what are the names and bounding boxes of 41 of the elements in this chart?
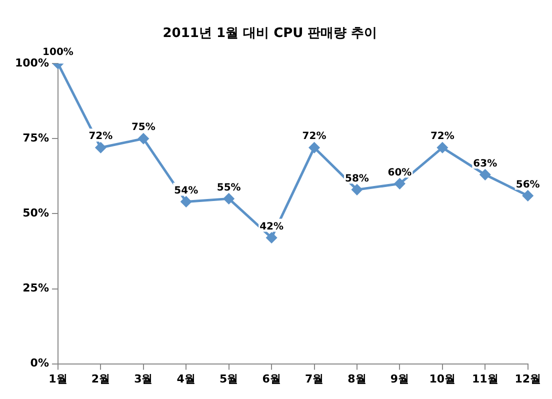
point (352, 184, 362, 195)
y-tick-label: 50% (22, 206, 49, 220)
point (95, 142, 106, 153)
point (522, 190, 534, 201)
text: 72% (88, 131, 113, 142)
text: 54% (174, 185, 198, 196)
x-tick-label: 2월 (91, 372, 110, 386)
x-tick-label: 1월 (48, 372, 68, 386)
x-tick-label: 6월 (262, 372, 281, 386)
x-tick-label: 12월 (514, 372, 541, 386)
x-tick-label: 3월 (134, 372, 153, 386)
point (394, 178, 405, 189)
point (138, 133, 149, 144)
point (309, 142, 320, 153)
point (180, 196, 192, 207)
text: 58% (345, 173, 369, 184)
text: 56% (516, 179, 540, 190)
point (224, 193, 234, 204)
text: 63% (473, 158, 498, 170)
y-tick-label: 100% (15, 56, 49, 70)
point (266, 232, 277, 243)
text: 55% (216, 182, 241, 194)
text: 72% (430, 131, 454, 142)
x-tick-label: 7월 (304, 372, 324, 386)
text: 75% (131, 122, 156, 134)
x-tick-label: 11월 (472, 372, 498, 386)
x-tick-label: 10월 (429, 372, 456, 386)
point (480, 169, 490, 180)
point (437, 142, 448, 153)
x-tick-label: 9월 (390, 372, 410, 386)
y-tick-label: 75% (22, 132, 49, 145)
text: 60% (388, 167, 412, 178)
chart-title: 2011년 1월 대비 CPU 판매량 추이 (162, 26, 378, 42)
text: 42% (260, 221, 284, 232)
x-tick-label: 5월 (220, 372, 238, 386)
y-tick-label: 25% (22, 282, 49, 295)
y-tick-label: 0% (30, 356, 49, 370)
x-tick-label: 8월 (348, 372, 366, 386)
text: 72% (302, 131, 326, 142)
x-tick-label: 4월 (176, 372, 196, 386)
text: 100% (42, 47, 74, 58)
